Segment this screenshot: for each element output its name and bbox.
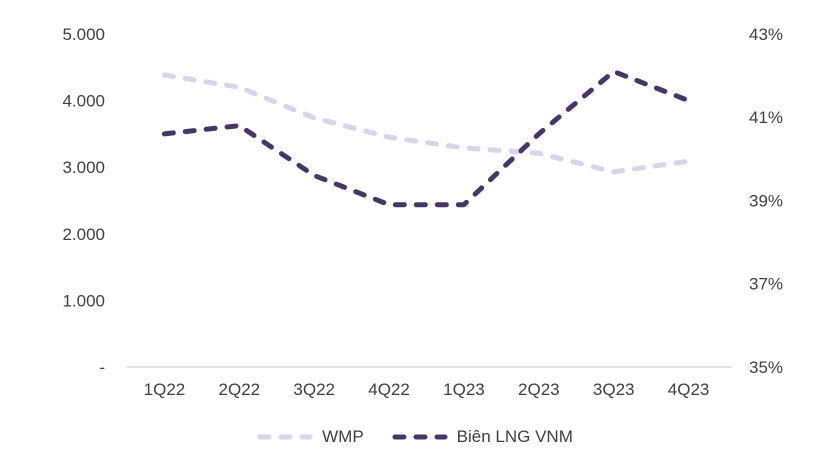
left-axis-tick-label: 2.000 <box>62 225 105 244</box>
x-axis-tick-label: 2Q23 <box>518 380 560 399</box>
left-axis-tick-label: 5.000 <box>62 25 105 44</box>
left-axis-tick-label: - <box>99 358 105 377</box>
x-axis-tick-label: 4Q22 <box>368 380 410 399</box>
left-axis-tick-label: 3.000 <box>62 158 105 177</box>
left-axis-tick-label: 1.000 <box>62 291 105 310</box>
wmp-legend-label: WMP <box>322 427 364 446</box>
wmp-legend-swatch <box>257 434 313 440</box>
legend-item-bien-lng-vnm: Biên LNG VNM <box>392 427 573 447</box>
x-axis-tick-label: 1Q22 <box>144 380 186 399</box>
x-axis-tick-label: 4Q23 <box>668 380 710 399</box>
legend: WMP Biên LNG VNM <box>0 423 830 451</box>
bi-n-lng-vnm-line <box>161 69 692 208</box>
right-axis-tick-label: 41% <box>749 108 783 127</box>
x-axis-tick-label: 1Q23 <box>443 380 485 399</box>
right-axis-tick-label: 43% <box>749 25 783 44</box>
right-axis-tick-label: 37% <box>749 275 783 294</box>
right-axis-tick-label: 39% <box>749 191 783 210</box>
x-axis-tick-label: 3Q22 <box>293 380 335 399</box>
x-axis-tick-label: 2Q22 <box>219 380 261 399</box>
bien-lng-vnm-legend-label: Biên LNG VNM <box>456 427 573 446</box>
wmp-line <box>161 72 692 175</box>
right-axis-tick-label: 35% <box>749 358 783 377</box>
x-axis-tick-label: 3Q23 <box>593 380 635 399</box>
plot-area: - 1.000 2.000 3.000 4.000 5.000 35% 37% 39% 41% 43… <box>62 25 783 399</box>
legend-item-wmp: WMP <box>257 427 364 447</box>
bien-lng-vnm-legend-swatch <box>392 434 448 440</box>
left-axis-tick-label: 4.000 <box>62 92 105 111</box>
